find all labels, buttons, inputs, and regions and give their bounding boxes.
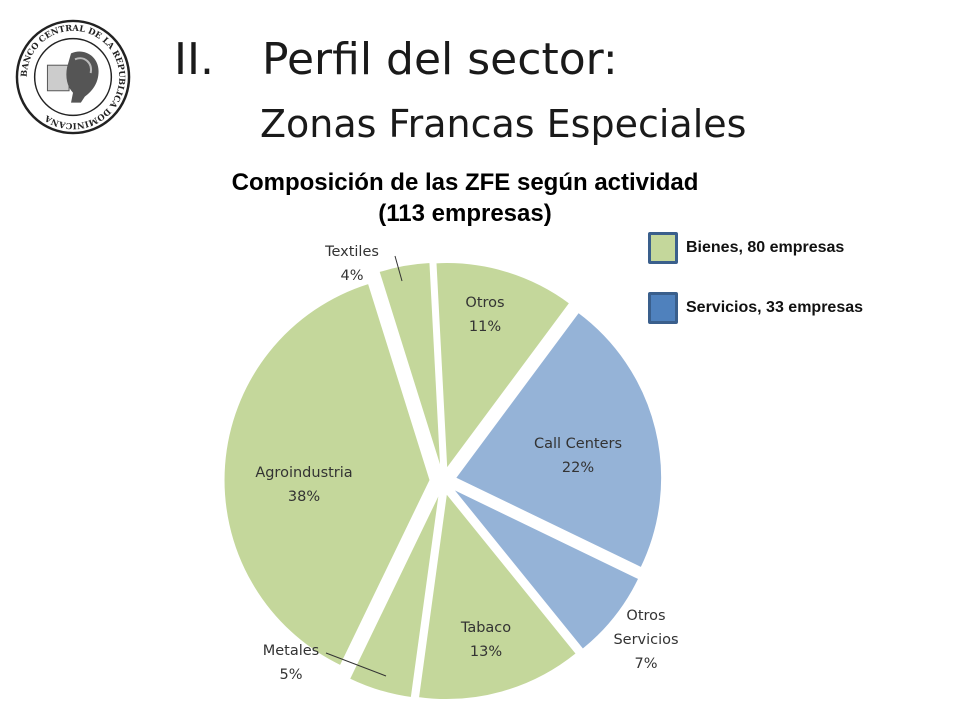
slice-label: Otros 11%: [465, 295, 504, 335]
leader-line: [325, 652, 387, 677]
pie-slice: [435, 262, 571, 470]
section-number: II.: [174, 34, 214, 85]
chart-title-line: Composición de las ZFE según actividad: [231, 169, 699, 196]
page-subtitle: Zonas Francas Especiales: [260, 102, 747, 146]
pie-slice: [348, 493, 440, 699]
legend-swatch-servicios: [648, 292, 678, 324]
pie-slice: [454, 311, 663, 569]
pie-slice: [378, 261, 442, 469]
pie-slice: [223, 282, 431, 667]
slice-label: Tabaco 13%: [460, 620, 511, 660]
slice-label: Otros Servicios 7%: [613, 608, 678, 672]
slice-label: Metales 5%: [263, 643, 320, 683]
legend-label-bienes: Bienes, 80 empresas: [686, 239, 845, 256]
chart-subtitle-line: (113 empresas): [378, 200, 552, 227]
leader-line: [394, 255, 403, 282]
legend-label-servicios: Servicios, 33 empresas: [686, 299, 864, 316]
chart-title: Composición de las ZFE según actividad (…: [150, 167, 780, 229]
pie-slice: [452, 488, 640, 650]
slice-label: Call Centers 22%: [534, 436, 622, 476]
pie-slice: [417, 492, 577, 700]
slice-label: Agroindustria 38%: [255, 465, 352, 505]
legend-item-bienes: Bienes, 80 empresas: [648, 232, 844, 264]
central-bank-seal-logo: BANCO CENTRAL DE LA REPUBLICA DOMINICANA: [15, 19, 131, 135]
page-title: Perfil del sector:: [262, 34, 618, 85]
legend-item-servicios: Servicios, 33 empresas: [648, 292, 863, 324]
slice-label: Textiles 4%: [324, 244, 379, 284]
legend-swatch-bienes: [648, 232, 678, 264]
